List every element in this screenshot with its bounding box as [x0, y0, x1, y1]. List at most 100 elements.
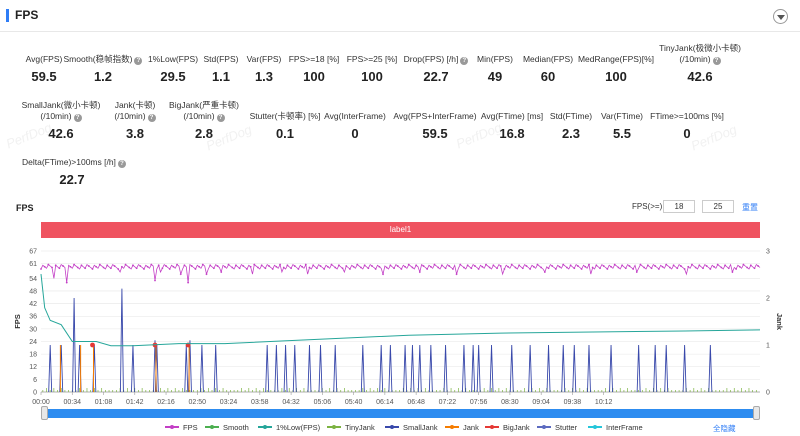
legend-label: FPS	[183, 423, 198, 432]
x-tick-label: 10:12	[595, 399, 613, 405]
fps-point	[650, 267, 653, 270]
fps-point	[705, 265, 708, 267]
metric-label: Median(FPS)	[522, 54, 574, 64]
fps-point	[496, 267, 498, 270]
legend-swatch-icon	[327, 424, 341, 429]
legend-label: BigJank	[503, 423, 530, 432]
fps-point	[212, 267, 215, 270]
fps-point	[58, 267, 61, 270]
smalljank-spike	[443, 344, 448, 393]
metric-label: Avg(FPS)	[25, 54, 63, 64]
help-icon[interactable]: ?	[147, 114, 156, 122]
fps-point	[536, 263, 539, 266]
x-tick-label: 05:40	[345, 399, 363, 405]
fps-point	[143, 268, 145, 270]
fps-point	[315, 267, 318, 270]
legend-item[interactable]: Jank	[445, 423, 479, 432]
fps-point	[312, 264, 315, 267]
y-tick-label: 67	[29, 249, 37, 256]
legend-item[interactable]: Stutter	[537, 423, 577, 432]
fps-threshold-input-2[interactable]	[702, 200, 734, 213]
fps-point	[121, 265, 123, 268]
fps-point	[360, 266, 362, 269]
smalljank-spike	[471, 344, 476, 393]
legend-item[interactable]: 1%Low(FPS)	[258, 423, 320, 432]
fps-point	[591, 266, 594, 269]
x-tick-label: 06:14	[376, 399, 394, 405]
metric-value: 1.1	[211, 69, 231, 84]
fps-point	[474, 265, 476, 267]
metric-label: Smooth(稳帧指数)	[63, 54, 133, 64]
metric-label: Stutter(卡顿率) [%]	[249, 111, 321, 121]
metric-ftime-ge-100ms: FTime>=100ms [%] 0	[646, 111, 728, 141]
smalljank-spike	[572, 344, 577, 393]
fps-point	[220, 271, 223, 273]
fps-point	[727, 267, 730, 270]
metric-label: 1%Low(FPS)	[147, 54, 199, 64]
legend-item[interactable]: BigJank	[485, 423, 530, 432]
y-tick-label: 54	[29, 276, 37, 283]
smalljank-spike	[184, 344, 189, 393]
fps-point	[551, 265, 554, 267]
fps-point	[613, 263, 616, 266]
x-tick-label: 07:22	[439, 399, 457, 405]
fps-point	[84, 267, 87, 270]
smalljank-spike	[653, 344, 658, 393]
fps-point	[132, 264, 134, 267]
fps-point	[301, 265, 304, 268]
label-bar[interactable]: label1	[41, 222, 760, 238]
smalljank-spike	[379, 344, 384, 393]
smalljank-spike	[410, 344, 415, 393]
fps-point	[87, 265, 90, 267]
fps-point	[51, 266, 53, 269]
x-tick-label: 02:50	[189, 399, 207, 405]
reset-link[interactable]: 重置	[742, 203, 758, 212]
y-tick-label: 0	[33, 390, 37, 397]
smalljank-spike	[509, 344, 514, 393]
legend-item[interactable]: FPS	[165, 423, 198, 432]
legend-swatch-icon	[385, 424, 399, 429]
fps-point	[573, 267, 576, 270]
fps-point	[146, 265, 149, 268]
help-icon[interactable]: ?	[460, 57, 469, 65]
metric-value: 2.3	[561, 126, 581, 141]
x-tick-label: 09:04	[532, 399, 550, 405]
metric-label: Var(FTime)	[600, 111, 644, 121]
fps-point	[187, 281, 190, 284]
fps-point	[540, 266, 543, 269]
fps-point	[253, 263, 256, 266]
legend-swatch-icon	[165, 424, 179, 429]
fps-point	[404, 265, 406, 268]
fps-point	[65, 281, 68, 284]
help-icon[interactable]: ?	[216, 114, 225, 122]
smalljank-spike	[461, 344, 466, 393]
fps-point	[91, 268, 94, 270]
metric-value: 2.8	[194, 126, 214, 141]
legend-item[interactable]: SmallJank	[385, 423, 438, 432]
fps-point	[749, 264, 752, 267]
legend-label: 1%Low(FPS)	[276, 423, 321, 432]
fps-point	[433, 263, 436, 266]
fps-point	[448, 265, 451, 267]
fps-point	[286, 264, 289, 267]
help-icon[interactable]: ?	[73, 114, 82, 122]
help-icon[interactable]: ?	[712, 57, 721, 65]
fps-point	[566, 266, 568, 269]
legend-item[interactable]: Smooth	[205, 423, 249, 432]
range-handle-right[interactable]	[753, 406, 760, 420]
help-icon[interactable]: ?	[134, 57, 143, 65]
collapse-toggle-icon[interactable]	[773, 9, 788, 24]
fps-threshold-input-1[interactable]	[663, 200, 695, 213]
legend-label: InterFrame	[606, 423, 643, 432]
legend-item[interactable]: InterFrame	[588, 423, 643, 432]
fps-point	[617, 266, 620, 269]
metric-value: 100	[605, 69, 627, 84]
hide-all-link[interactable]: 全隐藏	[713, 424, 736, 433]
time-range-slider[interactable]	[41, 409, 760, 418]
y-tick-label: 24	[29, 339, 37, 346]
range-handle-left[interactable]	[41, 406, 48, 420]
legend-item[interactable]: TinyJank	[327, 423, 375, 432]
help-icon[interactable]: ?	[117, 160, 126, 168]
metric-sublabel: (/10min)	[40, 111, 72, 121]
